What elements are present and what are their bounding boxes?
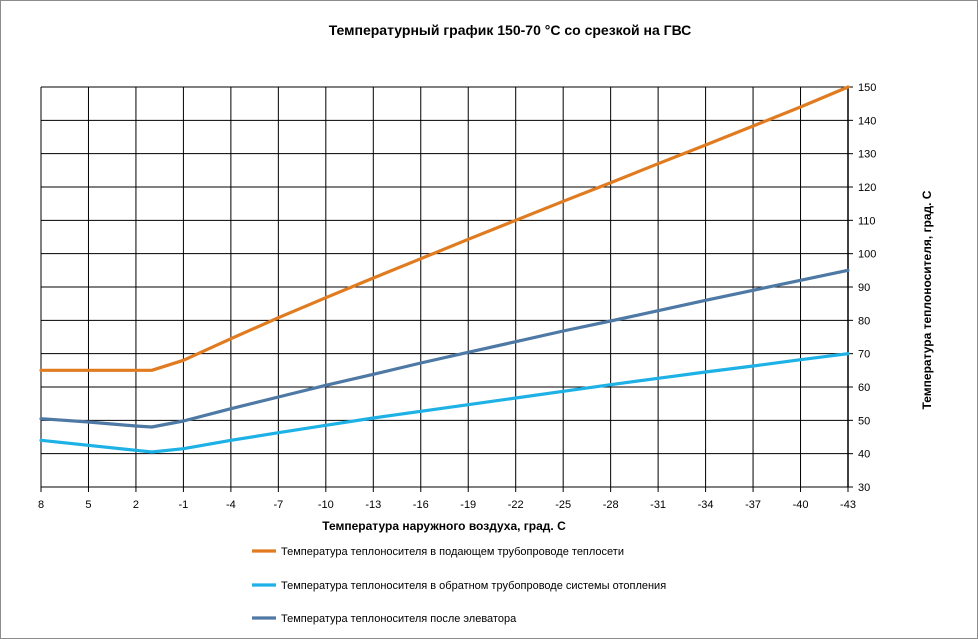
x-tick-label: -31 — [650, 499, 666, 511]
x-tick-label: -40 — [793, 499, 809, 511]
x-tick-label: -22 — [508, 499, 524, 511]
y-tick-label: 130 — [858, 149, 876, 161]
x-tick-label: -13 — [365, 499, 381, 511]
x-tick-label: -43 — [840, 499, 856, 511]
legend-label-3: Температура теплоносителя после элеватор… — [281, 613, 517, 625]
y-tick-labels: 30 40 50 60 70 80 90 100 110 120 130 140 150 — [858, 82, 876, 494]
y-tick-label: 150 — [858, 82, 876, 94]
x-tick-label: 8 — [38, 499, 44, 511]
x-tick-label: -37 — [745, 499, 761, 511]
series-line-3 — [39, 268, 850, 429]
x-tick-label: -10 — [318, 499, 334, 511]
x-tick-labels: 8 5 2 -1 -4 -7 -10 -13 -16 -19 -22 -25 -28 -31 -34 -37 -… — [38, 499, 856, 511]
x-tick-label: -7 — [273, 499, 283, 511]
x-tick-label: -16 — [413, 499, 429, 511]
y-tick-label: 50 — [858, 415, 870, 427]
x-tick-label: 5 — [85, 499, 91, 511]
chart-grid — [40, 86, 853, 492]
x-tick-label: -1 — [179, 499, 189, 511]
legend-label-2: Температура теплоносителя в обратном тру… — [281, 580, 666, 592]
x-tick-label: 2 — [133, 499, 139, 511]
legend-label-1: Температура теплоносителя в подающем тру… — [281, 546, 624, 558]
x-tick-label: -28 — [603, 499, 619, 511]
chart-title: Температурный график 150-70 °С со срезко… — [329, 22, 692, 38]
y-tick-label: 40 — [858, 449, 870, 461]
series-line-2 — [39, 352, 850, 454]
series-layer — [39, 85, 850, 454]
y-tick-label: 120 — [858, 182, 876, 194]
series-line-1 — [39, 85, 850, 372]
y-tick-label: 80 — [858, 315, 870, 327]
x-axis-label: Температура наружного воздуха, град. С — [322, 519, 566, 533]
x-tick-label: -25 — [555, 499, 571, 511]
x-tick-label: -19 — [460, 499, 476, 511]
y-tick-label: 110 — [858, 215, 876, 227]
y-tick-label: 70 — [858, 349, 870, 361]
y-tick-label: 140 — [858, 115, 876, 127]
x-tick-label: -4 — [226, 499, 236, 511]
y-tick-label: 60 — [858, 382, 870, 394]
y-tick-label: 30 — [858, 482, 870, 494]
y-tick-label: 100 — [858, 249, 876, 261]
y-tick-label: 90 — [858, 282, 870, 294]
y-axis-label: Температура теплоносителя, град. С — [920, 190, 934, 409]
x-tick-label: -34 — [698, 499, 714, 511]
legend: Температура теплоносителя в подающем тру… — [252, 546, 666, 625]
